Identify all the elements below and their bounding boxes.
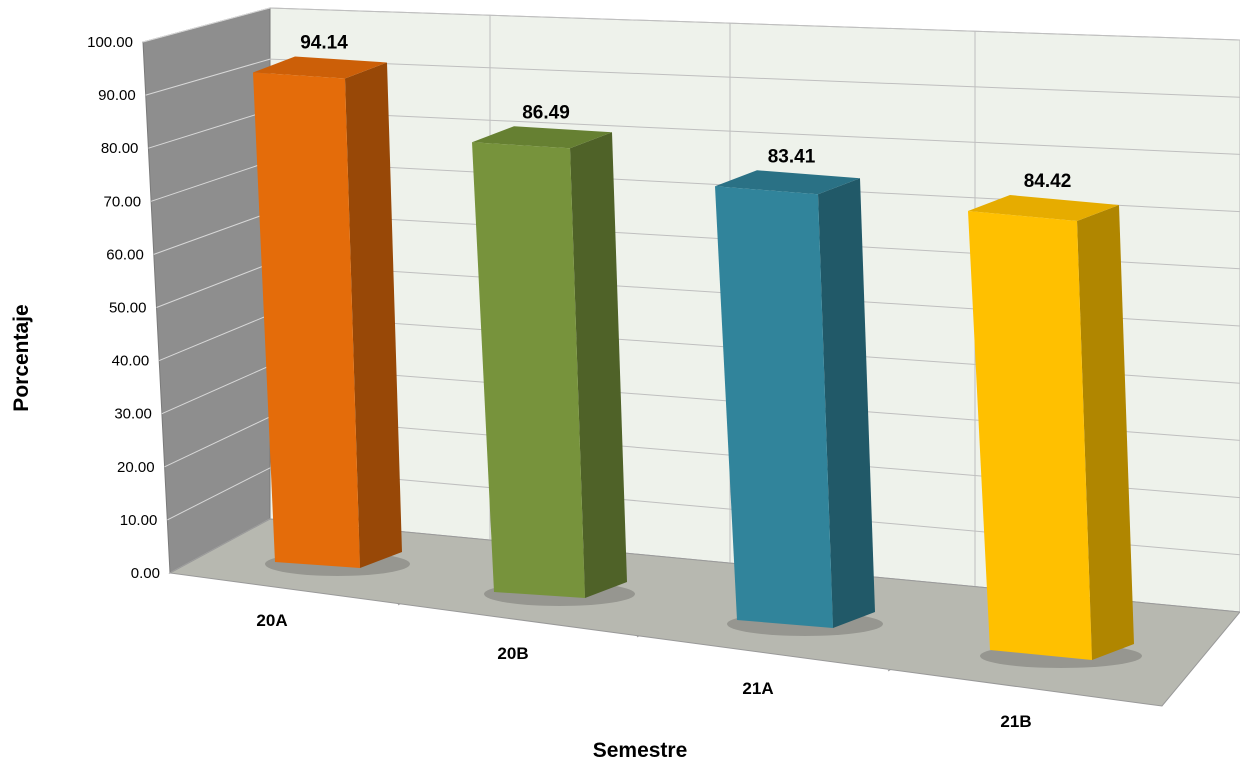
bar-top xyxy=(968,195,1119,222)
side-gridline xyxy=(153,211,271,255)
y-tick-label: 30.00 xyxy=(114,406,152,423)
y-tick-label: 70.00 xyxy=(104,193,142,210)
data-label: 83.41 xyxy=(768,146,816,167)
bar-side xyxy=(570,132,627,598)
side-gridline xyxy=(159,314,271,362)
side-gridline xyxy=(148,109,271,149)
data-label: 84.42 xyxy=(1024,171,1072,192)
y-tick-label: 80.00 xyxy=(101,140,139,157)
bars xyxy=(253,56,1142,668)
back-gridline xyxy=(269,109,1240,155)
bar-side xyxy=(345,62,402,569)
bar-front xyxy=(715,186,833,628)
x-axis-labels: 20A 20B 21A 21B xyxy=(256,611,1031,731)
y-tick-label: 0.00 xyxy=(131,565,160,582)
bar-side xyxy=(1077,205,1134,661)
bar-20B xyxy=(472,126,635,606)
data-label: 86.49 xyxy=(522,102,570,123)
x-axis-title: Semestre xyxy=(593,739,688,762)
y-tick-label: 100.00 xyxy=(87,34,133,51)
side-gridline xyxy=(145,58,271,96)
x-category-label: 20A xyxy=(256,611,287,630)
y-tick-label: 90.00 xyxy=(98,87,136,104)
y-tick-label: 60.00 xyxy=(106,246,144,263)
side-gridline xyxy=(167,467,271,521)
floor-plane xyxy=(168,518,1240,707)
bar-21A xyxy=(715,170,883,636)
x-category-label: 20B xyxy=(497,644,528,663)
side-wall xyxy=(142,7,271,574)
y-axis-ticks: 0.00 10.00 20.00 30.00 40.00 50.00 60.00 70.00 8… xyxy=(87,34,160,582)
bar-top xyxy=(472,126,612,149)
bar-20A xyxy=(253,56,410,576)
y-tick-label: 10.00 xyxy=(120,512,158,529)
back-gridline xyxy=(269,58,1240,98)
x-category-label: 21A xyxy=(742,679,773,698)
y-tick-label: 50.00 xyxy=(109,300,147,317)
y-tick-label: 20.00 xyxy=(117,459,155,476)
x-category-label: 21B xyxy=(1000,712,1031,731)
data-labels: 94.14 86.49 83.41 84.42 xyxy=(300,32,1071,192)
y-tick-label: 40.00 xyxy=(112,353,150,370)
side-gridline xyxy=(161,365,271,415)
bar-front xyxy=(253,72,360,569)
bar-front xyxy=(968,211,1092,661)
side-gridline xyxy=(142,7,271,43)
bar-side xyxy=(818,178,875,628)
side-gridline xyxy=(164,416,271,468)
bar-21B xyxy=(968,195,1142,668)
bar-top xyxy=(253,56,387,79)
bar-front xyxy=(472,142,585,598)
chart-floor xyxy=(168,518,1240,707)
side-gridline xyxy=(156,263,271,308)
side-gridline xyxy=(150,160,271,202)
bar-top xyxy=(715,170,860,195)
y-axis-title: Porcentaje xyxy=(10,304,33,411)
data-label: 94.14 xyxy=(300,32,348,53)
back-gridline xyxy=(269,7,1240,41)
